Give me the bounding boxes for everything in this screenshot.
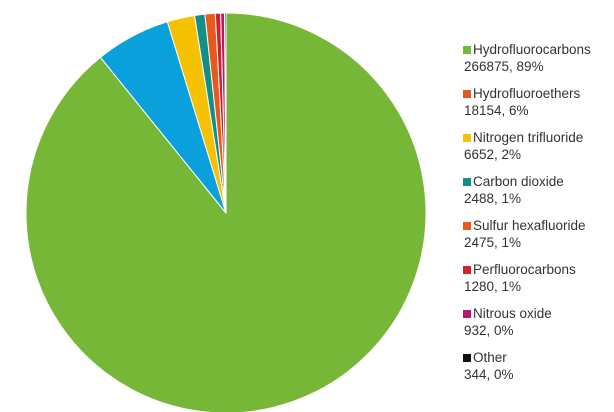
legend-label: Perfluorocarbons xyxy=(473,262,576,277)
legend-swatch xyxy=(463,354,471,362)
legend-label: Nitrogen trifluoride xyxy=(473,130,584,145)
legend-label: Hydrofluoroethers xyxy=(473,86,581,101)
legend-value: 1280, 1% xyxy=(464,279,522,294)
legend-item-sulfur-hexafluoride: Sulfur hexafluoride 2475, 1% xyxy=(463,218,613,262)
legend-swatch xyxy=(463,46,471,54)
legend-swatch xyxy=(463,134,471,142)
legend-swatch xyxy=(463,222,471,230)
legend-item-hydrofluorocarbons: Hydrofluorocarbons 266875, 89% xyxy=(463,42,613,86)
legend-item-other: Other 344, 0% xyxy=(463,350,613,394)
legend-label: Other xyxy=(473,350,507,365)
legend-swatch xyxy=(463,266,471,274)
legend-value: 2475, 1% xyxy=(464,235,522,250)
legend-item-nitrogen-trifluoride: Nitrogen trifluoride 6652, 2% xyxy=(463,130,613,174)
chart-legend: Hydrofluorocarbons 266875, 89% Hydrofluoro… xyxy=(463,42,613,394)
legend-value: 6652, 2% xyxy=(464,147,522,162)
legend-swatch xyxy=(463,90,471,98)
legend-label: Carbon dioxide xyxy=(473,174,564,189)
pie-slice-other xyxy=(224,12,227,214)
legend-value: 344, 0% xyxy=(464,367,514,382)
legend-item-carbon-dioxide: Carbon dioxide 2488, 1% xyxy=(463,174,613,218)
legend-label: Hydrofluorocarbons xyxy=(473,42,591,57)
legend-swatch xyxy=(463,310,471,318)
legend-value: 2488, 1% xyxy=(464,191,522,206)
legend-item-nitrous-oxide: Nitrous oxide 932, 0% xyxy=(463,306,613,350)
legend-label: Sulfur hexafluoride xyxy=(473,218,586,233)
legend-item-hydrofluoroethers: Hydrofluoroethers 18154, 6% xyxy=(463,86,613,130)
legend-swatch xyxy=(463,178,471,186)
legend-value: 18154, 6% xyxy=(464,103,529,118)
legend-item-perfluorocarbons: Perfluorocarbons 1280, 1% xyxy=(463,262,613,306)
legend-value: 266875, 89% xyxy=(464,59,544,74)
legend-label: Nitrous oxide xyxy=(473,306,552,321)
legend-value: 932, 0% xyxy=(464,323,514,338)
